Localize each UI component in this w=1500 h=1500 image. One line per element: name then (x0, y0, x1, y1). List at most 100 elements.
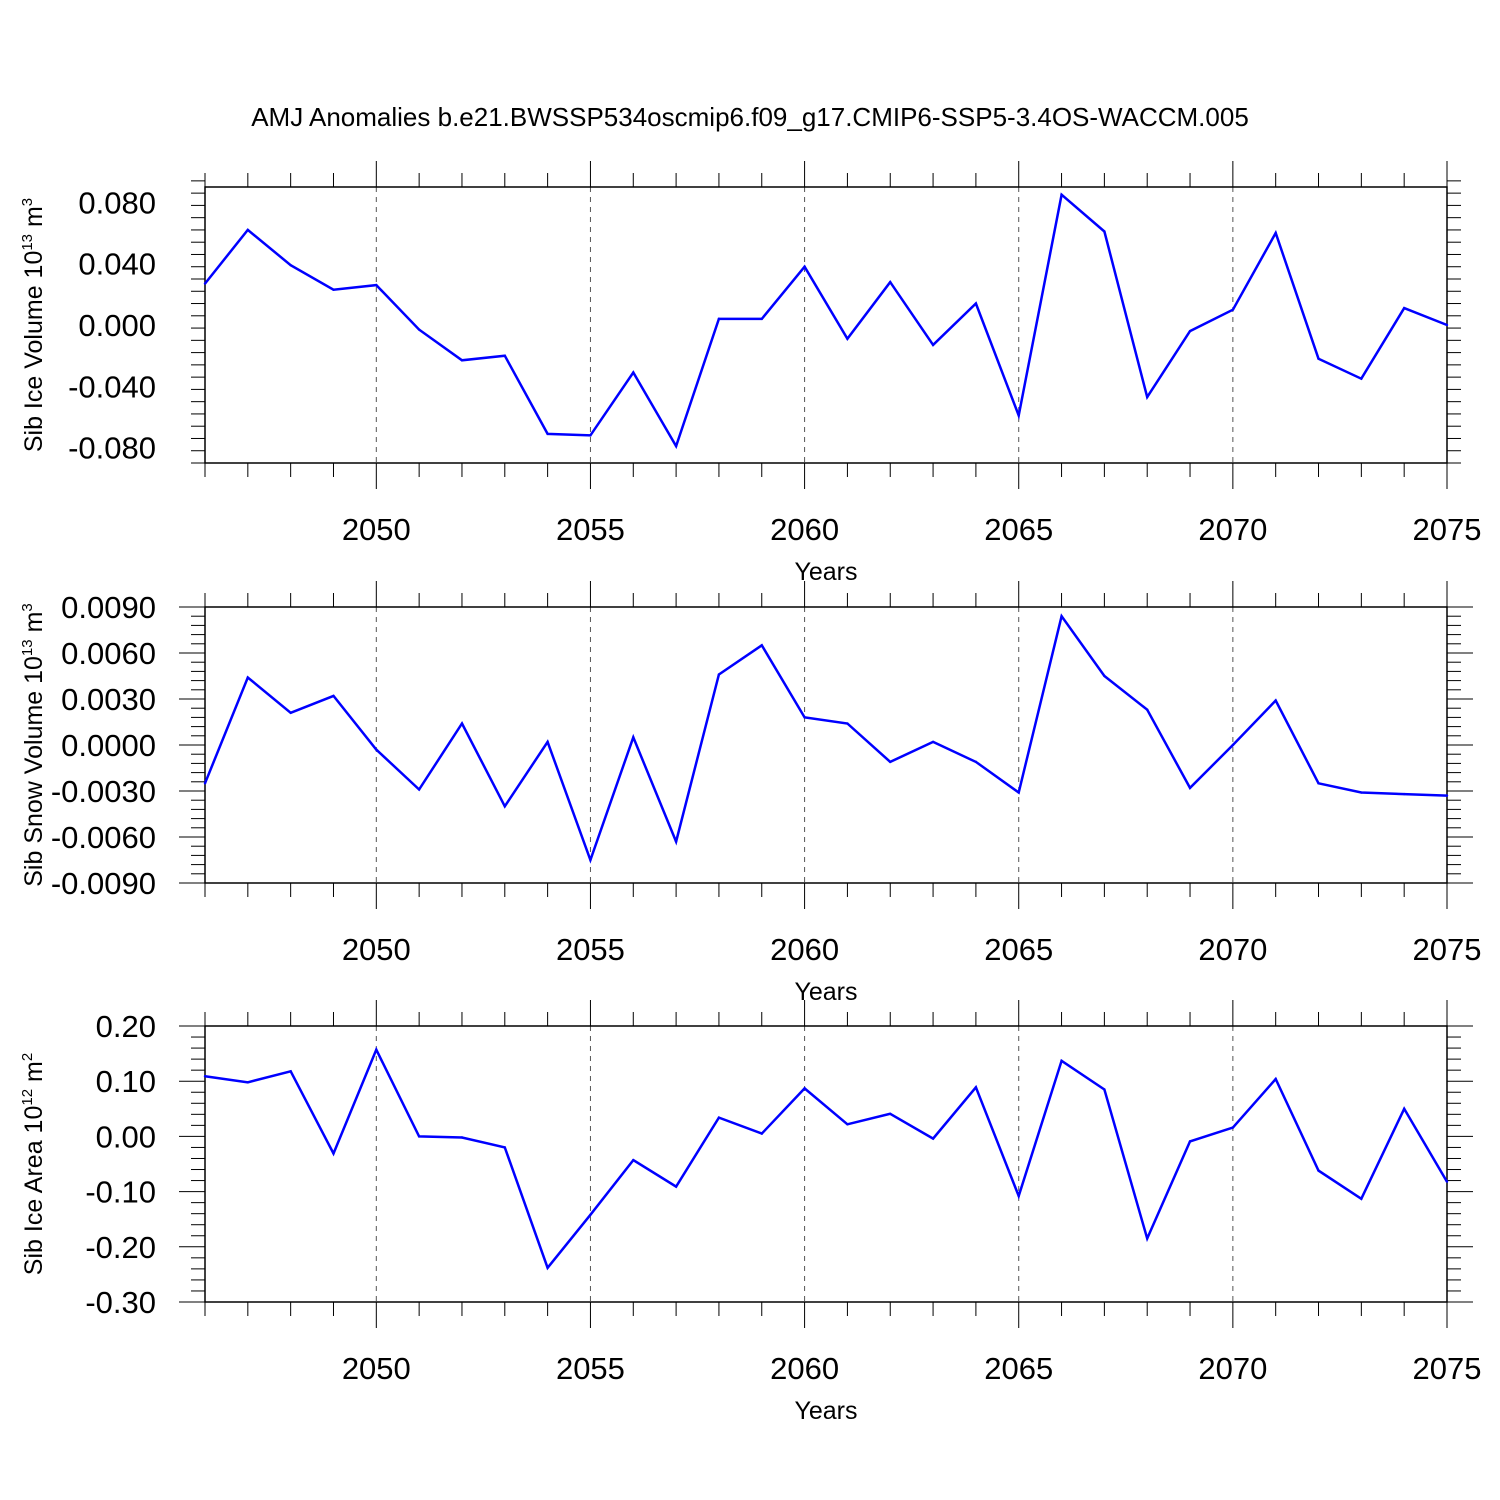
plot-frame (204, 1025, 1448, 1303)
y-tick-label: 0.10 (96, 1064, 156, 1099)
data-point-2067 (1103, 230, 1106, 233)
data-point-2070 (1231, 1126, 1235, 1129)
data-point-2071 (1274, 1077, 1277, 1081)
data-point-2057 (674, 1185, 678, 1188)
y-tick-label: 0.20 (96, 1009, 156, 1044)
data-point-2053 (503, 354, 506, 357)
data-point-2051 (417, 788, 421, 791)
y-tick-label: -0.20 (85, 1230, 156, 1265)
x-tick-label: 2060 (770, 1351, 839, 1386)
y-tick-label: -0.10 (85, 1175, 156, 1210)
data-point-2075 (1445, 1180, 1449, 1183)
y-axis-label: Sib Snow Volume 1013 m3 (19, 603, 48, 887)
data-point-2053 (503, 1146, 506, 1149)
data-point-2071 (1274, 699, 1277, 702)
data-point-2059 (760, 1132, 763, 1135)
y-axis-label-ylabel-main: Sib Snow Volume 10 (20, 656, 48, 887)
data-point-2069 (1188, 329, 1192, 333)
y-axis-label-ylabel-main: Sib Ice Area 10 (20, 1106, 48, 1276)
x-tick-label: 2070 (1198, 932, 1267, 967)
data-point-2049 (332, 694, 335, 698)
data-point-2064 (974, 302, 978, 305)
plot-frame (204, 606, 1448, 884)
data-point-2075 (1445, 794, 1449, 797)
y-tick-label: -0.040 (68, 369, 156, 404)
series-line (203, 613, 1448, 864)
data-point-2070 (1231, 308, 1235, 311)
x-tick-label: 2060 (770, 932, 839, 967)
data-point-2048 (289, 1070, 292, 1073)
data-point-2064 (974, 760, 978, 764)
y-tick-label: 0.000 (78, 308, 156, 343)
data-point-2066 (1060, 1059, 1063, 1062)
data-point-2047 (246, 1081, 250, 1084)
data-point-2064 (974, 1086, 978, 1089)
data-point-2068 (1146, 708, 1149, 711)
data-point-2073 (1360, 791, 1363, 794)
y-tick-label: 0.00 (96, 1119, 156, 1154)
data-point-2050 (375, 283, 378, 287)
data-point-2066 (1060, 615, 1063, 618)
data-point-2057 (674, 444, 678, 448)
data-point-2059 (760, 644, 763, 647)
x-tick-label: 2065 (984, 512, 1053, 547)
y-tick-label: -0.30 (85, 1285, 156, 1320)
data-point-2068 (1146, 395, 1149, 399)
y-tick-label: 0.040 (78, 247, 156, 282)
data-point-2051 (417, 1135, 421, 1138)
data-point-2057 (674, 840, 678, 843)
data-point-2069 (1188, 786, 1192, 790)
data-point-2056 (632, 1158, 635, 1162)
data-point-2046 (203, 1075, 207, 1078)
data-point-2061 (846, 722, 849, 725)
data-point-2059 (760, 317, 763, 321)
data-point-2067 (1103, 674, 1106, 678)
data-point-2072 (1317, 357, 1320, 360)
data-point-2070 (1231, 743, 1235, 747)
data-point-2067 (1103, 1088, 1106, 1091)
y-axis-label-ylabel-unit: m (20, 206, 48, 234)
data-point-2048 (289, 711, 292, 714)
data-point-2072 (1317, 782, 1320, 785)
data-point-2050 (375, 748, 378, 751)
data-point-2049 (332, 288, 335, 291)
x-tick-label: 2070 (1198, 512, 1267, 547)
data-point-2050 (375, 1048, 378, 1051)
y-axis-label-ylabel-exp2: 2 (19, 1053, 36, 1061)
data-point-2066 (1060, 193, 1063, 196)
data-point-2074 (1402, 306, 1406, 310)
data-point-2061 (846, 337, 849, 340)
x-axis-label: Years (794, 1397, 857, 1425)
data-point-2075 (1445, 323, 1449, 327)
y-tick-label: 0.0090 (61, 590, 156, 625)
x-tick-label: 2055 (556, 932, 625, 967)
y-axis-label-ylabel-exp2: 3 (19, 603, 36, 611)
data-point-2056 (632, 736, 635, 739)
x-tick-label: 2065 (984, 1351, 1053, 1386)
panel-snow-volume: 2050 2055 2060 2065 2070 2075 0.0090 0.0060 0.00… (19, 581, 1481, 1006)
x-axis-label: Years (794, 558, 857, 586)
data-point-2058 (717, 1116, 721, 1119)
data-point-2062 (889, 760, 892, 764)
y-axis-label-ylabel-exp1: 13 (19, 639, 36, 656)
x-tick-label: 2065 (984, 932, 1053, 967)
x-tick-label: 2050 (342, 512, 411, 547)
panel-ice-area: 2050 2055 2060 2065 2070 2075 0.20 0.10 0.00 -0.1… (19, 1000, 1481, 1425)
data-point-2058 (717, 317, 721, 321)
x-axis-label: Years (794, 978, 857, 1006)
data-point-2055 (589, 434, 592, 437)
data-point-2046 (203, 782, 207, 785)
y-tick-label: -0.080 (68, 431, 156, 466)
data-point-2063 (931, 1137, 935, 1140)
data-point-2047 (246, 228, 250, 232)
data-point-2047 (246, 676, 250, 679)
data-point-2065 (1017, 414, 1020, 417)
data-point-2060 (803, 265, 806, 268)
data-point-2054 (546, 740, 549, 744)
x-tick-label: 2050 (342, 932, 411, 967)
data-point-2052 (460, 1136, 464, 1139)
x-tick-label: 2070 (1198, 1351, 1267, 1386)
y-axis-label-ylabel-exp2: 3 (19, 198, 36, 206)
y-axis-label-ylabel-exp1: 12 (19, 1089, 36, 1106)
